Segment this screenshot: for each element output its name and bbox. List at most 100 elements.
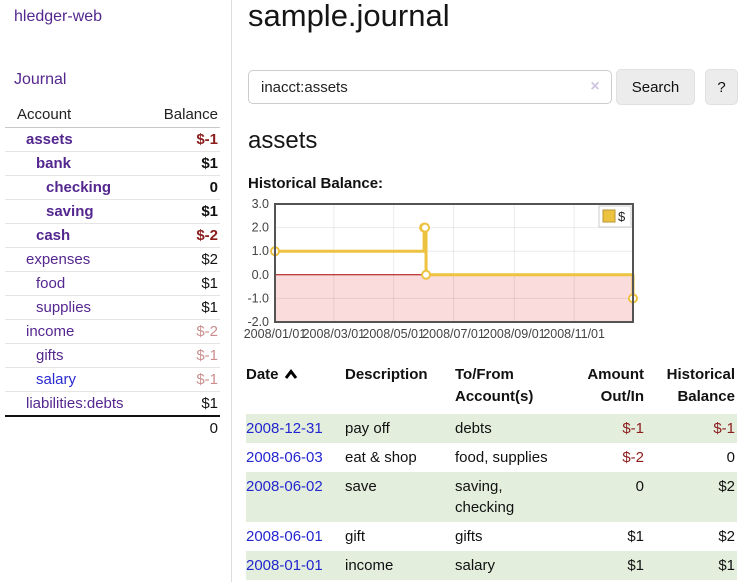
svg-text:2008/05/01: 2008/05/01: [362, 327, 425, 341]
transaction-accounts: gifts: [455, 528, 483, 545]
transaction-balance: $1: [718, 557, 735, 574]
transaction-balance: $-1: [713, 420, 735, 437]
svg-text:$: $: [618, 209, 626, 224]
account-balance: $-2: [150, 223, 220, 248]
header-balance: Historical Balance: [666, 366, 735, 405]
transaction-description: gift: [345, 528, 366, 545]
svg-text:2.0: 2.0: [252, 221, 269, 235]
account-balance: $1: [150, 151, 220, 176]
account-link-gifts[interactable]: gifts: [36, 347, 64, 364]
transaction-amount: $-2: [622, 449, 644, 466]
account-row: checking 0: [5, 175, 220, 200]
transaction-row: 2008-06-02 save saving, checking 0 $2: [246, 472, 737, 522]
transaction-accounts: salary: [455, 557, 496, 574]
historical-balance-chart: $ -2.0 -1.0 0.0 1.0 2.0 3.0 2008/01/012008/03/0…: [244, 197, 638, 341]
svg-text:-1.0: -1.0: [247, 291, 269, 305]
transaction-date-link[interactable]: 2008-06-02: [246, 478, 323, 495]
search-input[interactable]: [248, 70, 612, 104]
account-row: supplies $1: [5, 295, 220, 320]
account-row: cash $-2: [5, 223, 220, 248]
account-row: liabilities:debts $1: [5, 391, 220, 416]
transaction-row: 2008-06-03 eat & shop food, supplies $-2…: [246, 443, 737, 472]
svg-text:1.0: 1.0: [252, 244, 269, 258]
accounts-total-balance: 0: [150, 415, 220, 440]
transaction-date-link[interactable]: 2008-12-31: [246, 420, 323, 437]
transaction-accounts: saving, checking: [455, 478, 515, 516]
svg-text:0.0: 0.0: [252, 268, 269, 282]
account-heading: assets: [248, 127, 318, 154]
account-row: expenses $2: [5, 247, 220, 272]
svg-text:-2.0: -2.0: [247, 315, 269, 329]
accounts-table: Account Balance assets $-1 bank $1 check…: [5, 103, 220, 440]
account-balance: $2: [150, 247, 220, 272]
svg-text:2008/11/01: 2008/11/01: [543, 327, 605, 341]
account-row: salary $-1: [5, 367, 220, 392]
transaction-balance: $2: [718, 528, 735, 545]
svg-text:2008/01/01: 2008/01/01: [244, 327, 307, 341]
account-balance: $1: [150, 271, 220, 296]
transaction-amount: $1: [627, 557, 644, 574]
account-link-assets[interactable]: assets: [26, 131, 73, 148]
transaction-balance: 0: [726, 449, 735, 466]
accounts-header-balance: Balance: [150, 103, 220, 128]
account-link-checking[interactable]: checking: [46, 179, 112, 196]
sidebar: hledger-web Journal Account Balance asse…: [0, 0, 232, 582]
account-balance: $1: [150, 391, 220, 416]
transactions-table: Date Description To/From Account(s) Amou…: [246, 362, 737, 580]
account-balance: 0: [150, 175, 220, 200]
header-date[interactable]: Date: [246, 362, 345, 414]
account-balance: $1: [150, 199, 220, 224]
transaction-date-link[interactable]: 2008-06-03: [246, 449, 323, 466]
sidebar-item-journal[interactable]: Journal: [14, 71, 67, 88]
account-row: food $1: [5, 271, 220, 296]
account-link-liabilities-debts[interactable]: liabilities:debts: [26, 395, 124, 412]
svg-text:3.0: 3.0: [252, 197, 269, 211]
transaction-date-link[interactable]: 2008-01-01: [246, 557, 323, 574]
sort-asc-icon: [284, 365, 298, 387]
transaction-accounts: food, supplies: [455, 449, 548, 466]
accounts-table-header: Account Balance: [5, 103, 220, 128]
account-row: bank $1: [5, 151, 220, 176]
account-row: income $-2: [5, 319, 220, 344]
account-link-income[interactable]: income: [26, 323, 75, 340]
header-amount: Amount Out/In: [587, 366, 644, 405]
transaction-date-link[interactable]: 2008-06-01: [246, 528, 323, 545]
accounts-total-row: 0: [5, 415, 220, 440]
header-description: Description: [345, 366, 428, 383]
help-button[interactable]: ?: [705, 69, 738, 105]
app-brand-link[interactable]: hledger-web: [14, 8, 103, 25]
transaction-row: 2008-06-01 gift gifts $1 $2: [246, 522, 737, 551]
transaction-amount: $1: [627, 528, 644, 545]
account-link-expenses[interactable]: expenses: [26, 251, 91, 268]
transaction-balance: $2: [718, 478, 735, 495]
transaction-row: 2008-12-31 pay off debts $-1 $-1: [246, 414, 737, 443]
account-balance: $1: [150, 295, 220, 320]
transaction-description: eat & shop: [345, 449, 417, 466]
transaction-amount: 0: [635, 478, 644, 495]
account-link-supplies[interactable]: supplies: [36, 299, 92, 316]
account-balance: $-2: [150, 319, 220, 344]
account-balance: $-1: [150, 343, 220, 368]
account-balance: $-1: [150, 367, 220, 392]
svg-text:2008/07/01: 2008/07/01: [422, 327, 485, 341]
account-row: saving $1: [5, 199, 220, 224]
chart-title: Historical Balance:: [248, 175, 384, 192]
page-title: sample.journal: [248, 0, 450, 33]
account-link-bank[interactable]: bank: [36, 155, 72, 172]
account-link-saving[interactable]: saving: [46, 203, 94, 220]
account-link-salary[interactable]: salary: [36, 371, 77, 388]
header-accounts: To/From Account(s): [455, 366, 534, 405]
svg-text:2008/03/01: 2008/03/01: [303, 327, 366, 341]
account-link-cash[interactable]: cash: [36, 227, 71, 244]
transaction-description: save: [345, 478, 377, 495]
transaction-description: pay off: [345, 420, 390, 437]
transaction-description: income: [345, 557, 394, 574]
account-link-food[interactable]: food: [36, 275, 66, 292]
transactions-header-row: Date Description To/From Account(s) Amou…: [246, 362, 737, 414]
search-button[interactable]: Search: [616, 69, 695, 105]
accounts-header-account: Account: [5, 103, 151, 128]
transaction-amount: $-1: [622, 420, 644, 437]
account-row: gifts $-1: [5, 343, 220, 368]
clear-search-icon[interactable]: ×: [590, 78, 600, 95]
account-row: assets $-1: [5, 127, 220, 152]
